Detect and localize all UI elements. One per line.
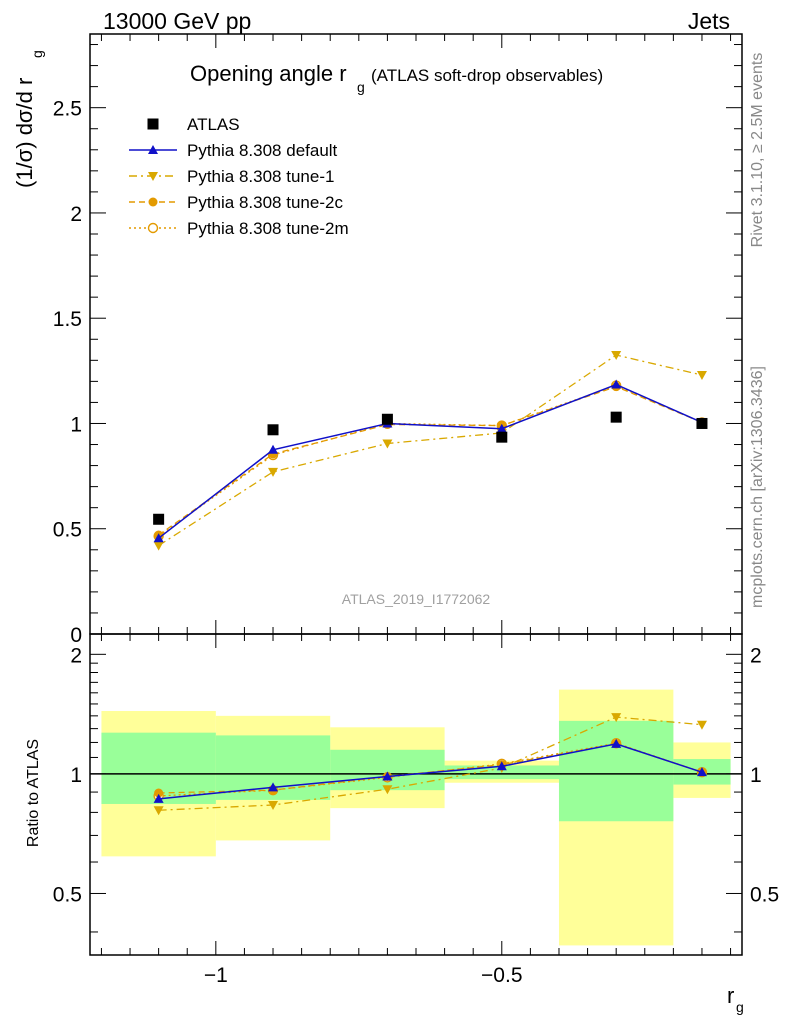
ratio-y-tick-label: 0.5 (53, 883, 82, 906)
ratio-frame (89, 633, 743, 956)
atlas-data-point (267, 424, 279, 436)
series-line-main (158, 385, 703, 536)
legend-marker (148, 172, 158, 181)
series-line-ratio (158, 716, 703, 811)
header-right: Jets (688, 8, 730, 34)
series-point-ratio (153, 793, 164, 803)
y-tick-label: 1.5 (53, 308, 82, 331)
series-line-main (158, 384, 703, 537)
atlas-data-point (153, 513, 165, 525)
y-tick-label: 0.5 (53, 519, 82, 542)
series-point-main (153, 533, 164, 543)
series-point-ratio (154, 788, 164, 798)
atlas-data-point (696, 417, 708, 429)
series-line-ratio (158, 743, 703, 800)
series-point-main (496, 423, 507, 433)
atlas-data-point (610, 411, 622, 423)
ratio-y-tick-label-right: 2 (750, 644, 762, 667)
x-tick-label: −1 (204, 964, 228, 987)
y-axis-label: (1/σ) dσ/d r g (12, 50, 45, 188)
series-point-main (153, 541, 164, 551)
legend-label: Pythia 8.308 tune-1 (187, 167, 334, 186)
series-point-ratio (696, 767, 707, 777)
chart-title-sub: g (357, 79, 365, 95)
ratio-y-tick-label-right: 1 (750, 764, 762, 787)
legend-label: Pythia 8.308 tune-2c (187, 193, 343, 212)
series-point-ratio (611, 713, 622, 723)
ratio-axis-label: Ratio to ATLAS (25, 739, 42, 847)
series-point-main (611, 351, 622, 361)
series-point-ratio (496, 761, 507, 771)
y-tick-label-zero: 0 (70, 624, 82, 647)
ratio-y-tick-label: 2 (70, 644, 82, 667)
series-point-ratio (696, 720, 707, 730)
series-point-ratio (153, 806, 164, 816)
series-point-main (611, 379, 622, 389)
x-tick-label: −0.5 (481, 964, 522, 987)
y-tick-label: 2 (70, 203, 82, 226)
series-point-main (268, 444, 279, 454)
x-axis-label-main: r (727, 983, 734, 1008)
series-point-main (268, 467, 279, 477)
legend: ATLAS Pythia 8.308 default Pythia 8.308 tu… (129, 115, 349, 238)
series-point-main (696, 371, 707, 381)
series-point-ratio (382, 785, 393, 795)
y-tick-label: 1 (70, 413, 82, 436)
legend-label: Pythia 8.308 default (187, 141, 338, 160)
analysis-watermark: ATLAS_2019_I1772062 (342, 591, 491, 607)
x-axis-label-sub: g (736, 999, 744, 1015)
atlas-data-point (496, 431, 508, 443)
ratio-y-tick-label: 1 (70, 764, 82, 787)
series-point-ratio (268, 801, 279, 811)
series-point-ratio (268, 782, 279, 792)
chart-title-main: Opening angle r (190, 61, 347, 86)
series-point-ratio (611, 738, 622, 748)
chart-title: Opening angle r g (ATLAS soft-drop obser… (190, 61, 603, 95)
series-point-main (382, 439, 393, 449)
ratio-y-tick-label-right: 0.5 (750, 883, 779, 906)
ratio-panel: −1 −0.5 0.5 0.5 1 1 2 2 (53, 633, 779, 987)
x-axis-label: r g (727, 983, 744, 1015)
legend-label-atlas: ATLAS (187, 115, 240, 134)
y-axis-label-main: (1/σ) dσ/d r (12, 78, 37, 188)
y-tick-label: 2.5 (53, 98, 82, 121)
header-left: 13000 GeV pp (103, 8, 251, 34)
legend-marker (148, 197, 158, 207)
chart-title-extra: (ATLAS soft-drop observables) (371, 66, 603, 85)
ratio-band-green (558, 720, 674, 822)
atlas-data-point (381, 413, 393, 425)
legend-label: Pythia 8.308 tune-2m (187, 219, 349, 238)
rivet-label: Rivet 3.1.10, ≥ 2.5M events (749, 53, 766, 248)
legend-marker (147, 222, 159, 234)
ratio-band-green (330, 749, 445, 791)
legend-marker-atlas (147, 118, 159, 130)
series-line-main (158, 354, 703, 547)
series-point-ratio (382, 771, 393, 781)
series-line-main (158, 383, 703, 539)
legend-marker (148, 145, 158, 154)
y-axis-label-sub: g (29, 50, 45, 58)
mcplots-label: mcplots.cern.ch [arXiv:1306.3436] (749, 366, 766, 608)
